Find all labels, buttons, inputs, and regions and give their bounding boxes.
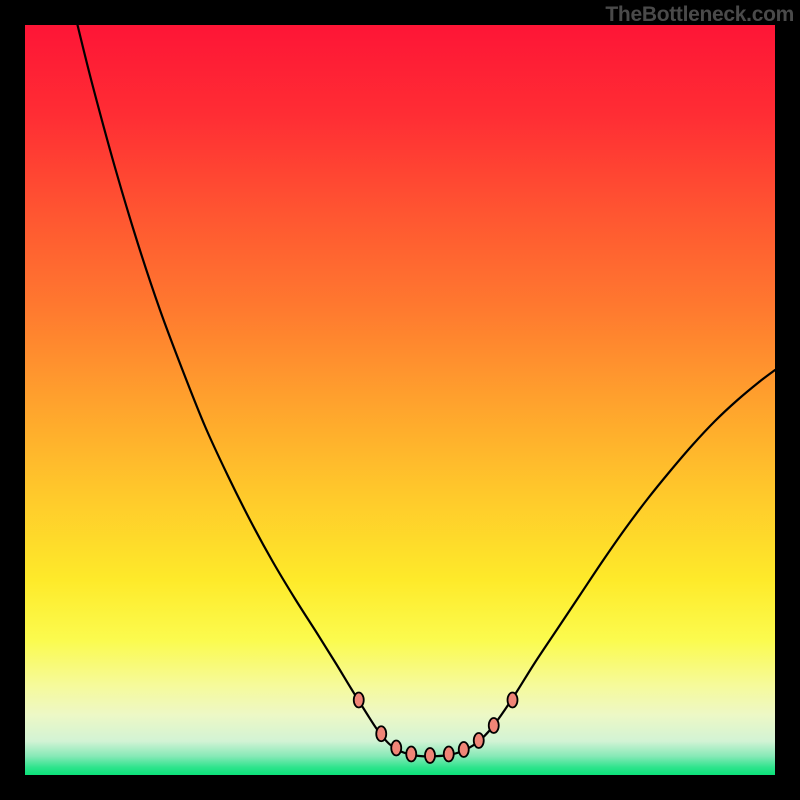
curve-marker — [406, 747, 416, 762]
gradient-background — [25, 25, 775, 775]
curve-marker — [354, 693, 364, 708]
curve-marker — [444, 747, 454, 762]
curve-marker — [459, 742, 469, 757]
curve-marker — [391, 741, 401, 756]
bottleneck-chart-svg — [25, 25, 775, 775]
curve-marker — [508, 693, 518, 708]
watermark-text: TheBottleneck.com — [605, 3, 794, 27]
curve-marker — [425, 748, 435, 763]
curve-marker — [376, 726, 386, 741]
curve-marker — [489, 718, 499, 733]
chart-frame: TheBottleneck.com — [0, 0, 800, 800]
curve-marker — [474, 733, 484, 748]
plot-area — [25, 25, 775, 775]
